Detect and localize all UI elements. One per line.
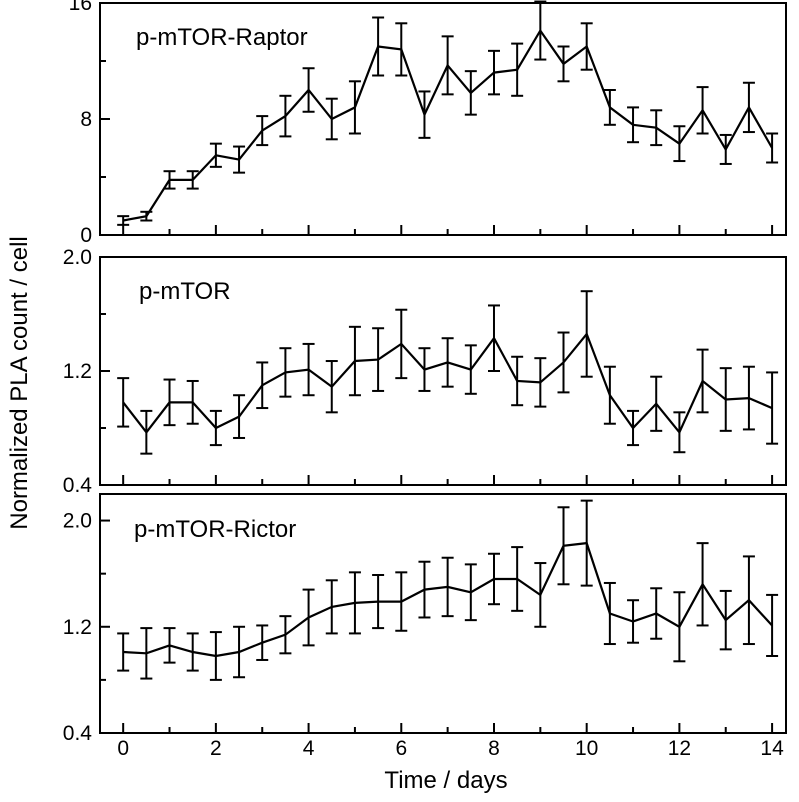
panel-frame	[99, 493, 787, 734]
y-tick-label: 0.4	[63, 474, 93, 497]
series-line	[122, 331, 773, 435]
y-tick-label: 8	[80, 108, 92, 131]
y-tick-label: 16	[69, 0, 92, 15]
panel-title: p-mTOR-Rictor	[134, 516, 296, 543]
y-tick-label: 2.0	[63, 246, 92, 269]
x-tick-label: 8	[488, 737, 500, 760]
x-tick-label: 2	[210, 737, 222, 760]
y-tick-label: 0.4	[63, 722, 93, 745]
x-tick-label: 14	[760, 737, 784, 760]
error-bar	[117, 632, 130, 672]
series-line	[122, 28, 774, 222]
x-tick-label: 4	[303, 737, 315, 760]
x-tick-label: 12	[668, 737, 691, 760]
panel-3: 0.4 1.2 2.0 p-mTOR-Rictor	[63, 493, 787, 745]
y-tick-label: 1.2	[63, 616, 92, 639]
y-axis-title: Normalized PLA count / cell	[6, 236, 33, 529]
error-bar	[117, 215, 130, 226]
panel-title: p-mTOR	[139, 278, 231, 305]
x-tick-label: 10	[575, 737, 598, 760]
panel-title: p-mTOR-Raptor	[136, 24, 308, 51]
y-tick-label: 2.0	[63, 510, 92, 533]
y-tick-label: 1.2	[63, 360, 92, 383]
x-tick-label: 6	[395, 737, 407, 760]
panel-1: 0 8 16 p-mTOR-Raptor	[69, 0, 787, 247]
x-axis-title: Time / days	[384, 767, 507, 794]
series-line	[123, 541, 773, 658]
error-bar	[117, 377, 130, 428]
x-tick-label: 0	[117, 737, 129, 760]
chart-panels: 0 8 16 p-mTOR-Raptor 0.4 1.2 2.0 p-mTOR 0.4 1.2 2.…	[63, 0, 787, 760]
panel-2: 0.4 1.2 2.0 p-mTOR	[63, 246, 787, 497]
y-tick-label: 0	[80, 224, 92, 247]
